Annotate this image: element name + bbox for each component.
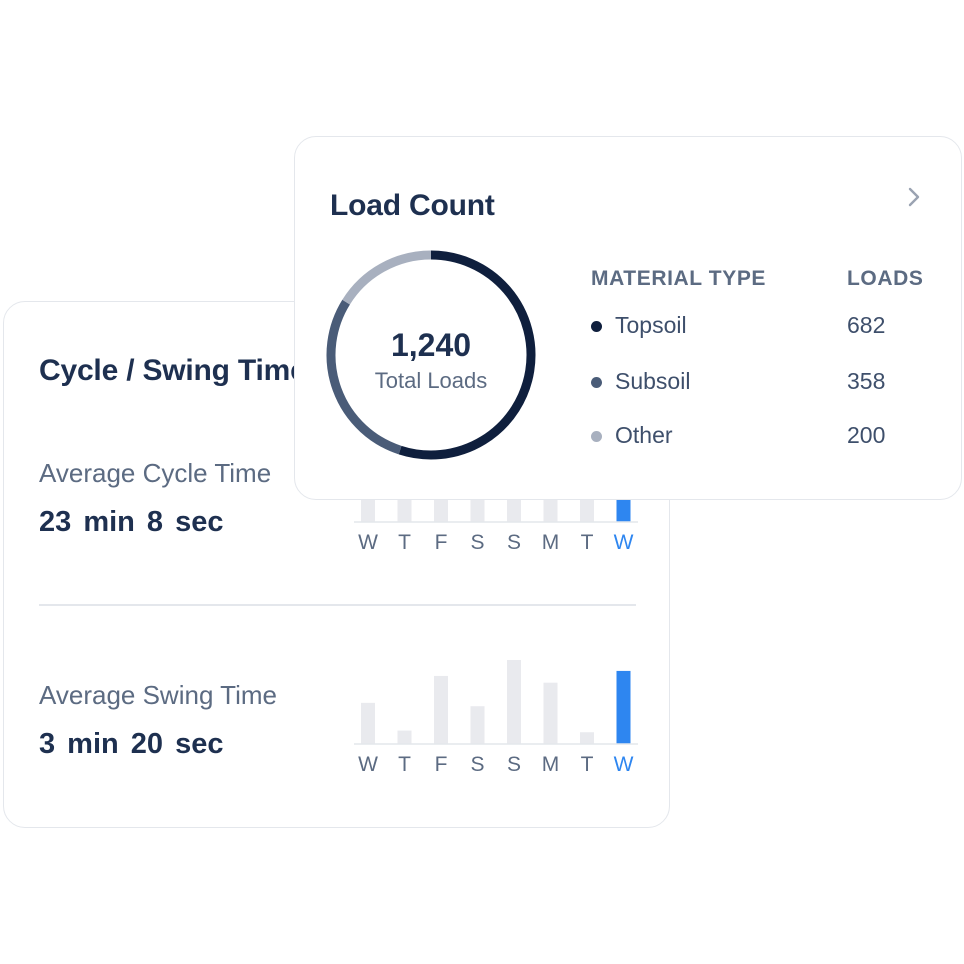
swing-day-label: M bbox=[541, 753, 560, 776]
legend-material-name: Other bbox=[615, 422, 673, 448]
swing-bar bbox=[543, 682, 558, 744]
legend-load-value: 200 bbox=[847, 422, 886, 448]
swing-bar bbox=[434, 675, 448, 744]
swing-bar bbox=[397, 730, 412, 744]
swing-day-label: W bbox=[358, 753, 378, 776]
topsoil-dot-icon bbox=[591, 321, 602, 332]
load-donut-chart bbox=[326, 250, 536, 460]
swing-day-label: T bbox=[580, 753, 594, 776]
legend-load-value: 358 bbox=[847, 368, 886, 394]
swing-bar bbox=[616, 670, 631, 744]
swing-day-label: F bbox=[434, 753, 448, 776]
cycle-day-label: S bbox=[506, 531, 521, 554]
swing-day-label: S bbox=[470, 753, 485, 776]
other-dot-icon bbox=[591, 431, 602, 442]
load-count-card[interactable]: Load Count 1,240 Total Loads MATERIAL TY… bbox=[294, 136, 962, 500]
cycle-day-label: T bbox=[580, 531, 594, 554]
donut-slice-other bbox=[342, 250, 432, 305]
donut-slice-subsoil bbox=[326, 299, 402, 455]
legend-material-name: Subsoil bbox=[615, 368, 691, 394]
legend-row-other: Other 200 bbox=[591, 422, 921, 452]
cycle-bar bbox=[580, 493, 594, 522]
legend-material-name: Topsoil bbox=[615, 312, 687, 338]
swing-bar bbox=[361, 702, 375, 744]
cycle-day-label: F bbox=[434, 531, 448, 554]
average-swing-time-value: 3 min 20 sec bbox=[39, 728, 224, 760]
cycle-day-label: W bbox=[613, 531, 634, 554]
swing-day-label: T bbox=[398, 753, 411, 776]
loads-header: LOADS bbox=[847, 267, 924, 290]
chevron-right-icon[interactable] bbox=[901, 181, 927, 213]
legend-load-value: 682 bbox=[847, 312, 886, 338]
total-loads-value: 1,240 bbox=[390, 327, 472, 363]
cycle-day-label: W bbox=[358, 531, 378, 554]
swing-bar bbox=[470, 706, 485, 744]
swing-day-label: W bbox=[613, 753, 634, 776]
cycle-day-label: T bbox=[398, 531, 411, 554]
subsoil-dot-icon bbox=[591, 377, 602, 388]
average-cycle-time-value: 23 min 8 sec bbox=[39, 506, 224, 538]
load-count-title: Load Count bbox=[330, 189, 495, 222]
donut-slice-topsoil bbox=[398, 250, 536, 460]
donut-center: 1,240 Total Loads bbox=[323, 247, 539, 463]
material-type-header: MATERIAL TYPE bbox=[591, 267, 767, 290]
cycle-day-label: M bbox=[541, 531, 560, 554]
swing-bar bbox=[507, 660, 521, 744]
metric-divider bbox=[39, 604, 636, 606]
average-cycle-time-label: Average Cycle Time bbox=[39, 458, 272, 488]
swing-day-label: S bbox=[506, 753, 521, 776]
swing-bars bbox=[354, 660, 638, 745]
legend-row-topsoil: Topsoil 682 bbox=[591, 312, 921, 342]
swing-bar bbox=[580, 732, 594, 744]
legend-row-subsoil: Subsoil 358 bbox=[591, 368, 921, 398]
total-loads-label: Total Loads bbox=[374, 368, 488, 393]
cycle-swing-title: Cycle / Swing Time bbox=[39, 354, 307, 387]
cycle-day-label: S bbox=[470, 531, 485, 554]
average-swing-time-label: Average Swing Time bbox=[39, 680, 277, 710]
